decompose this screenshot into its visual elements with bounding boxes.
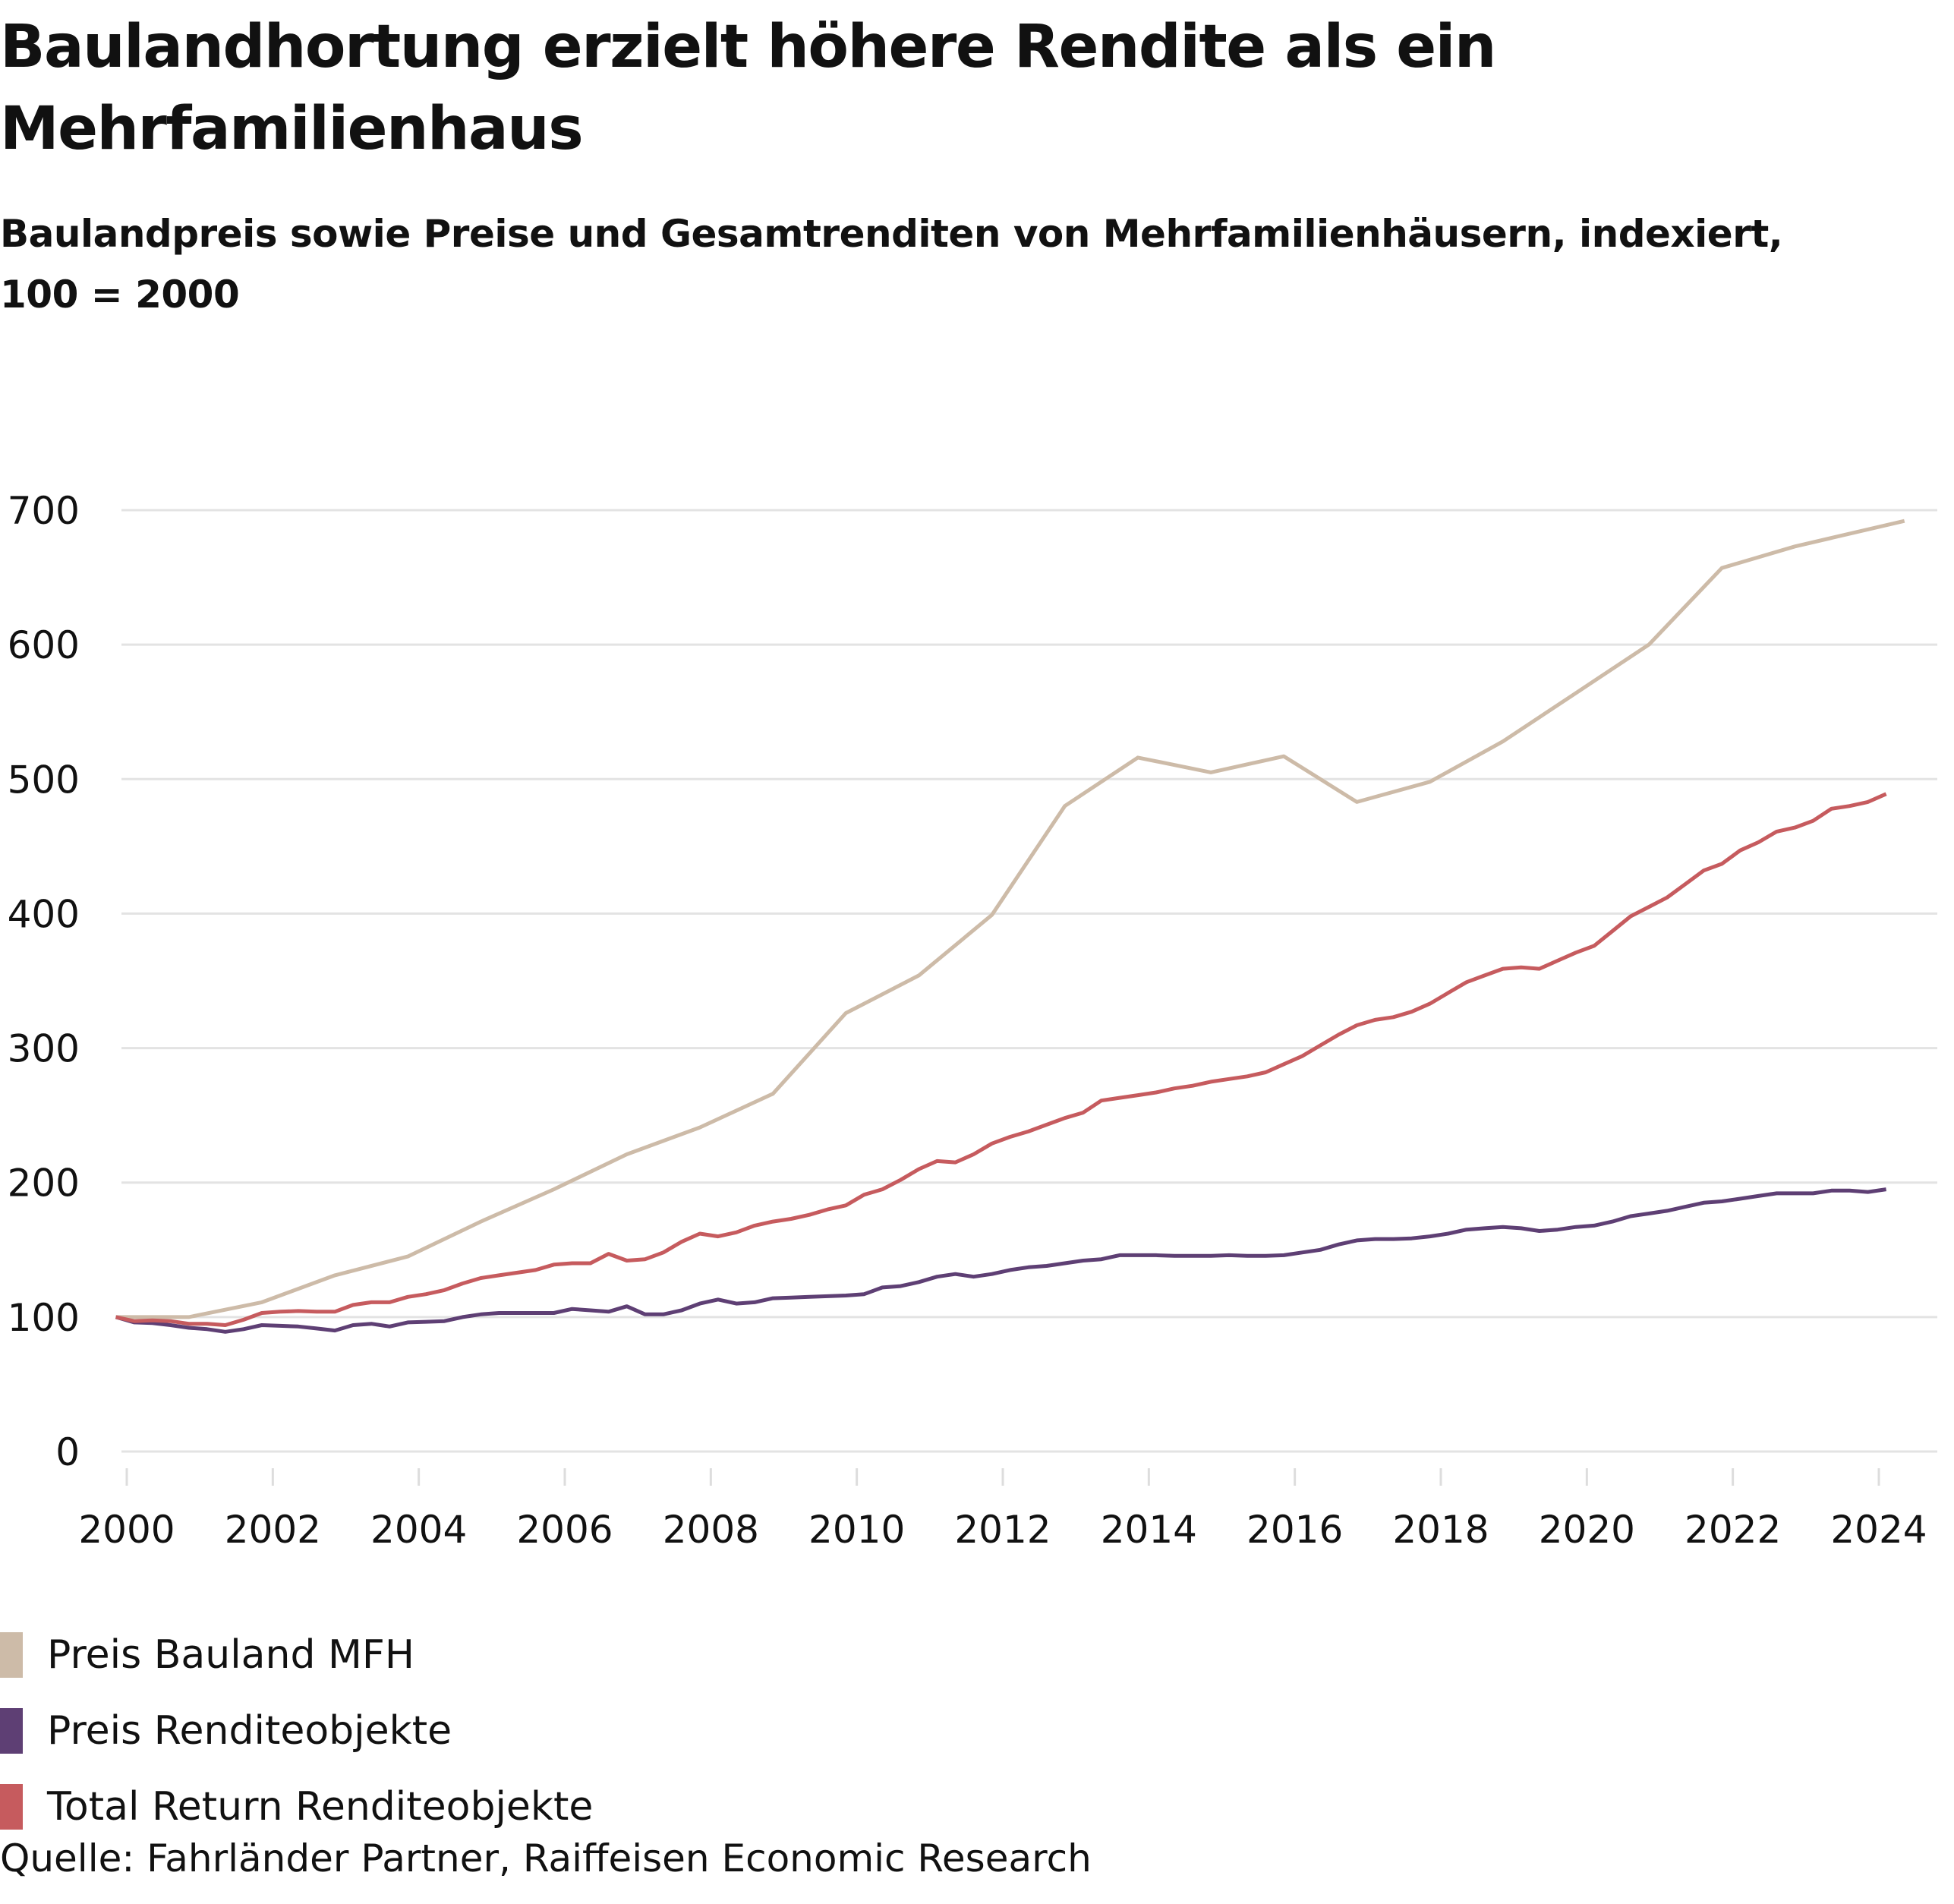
x-tick-label: 2002: [225, 1508, 321, 1552]
chart-title: Baulandhortung erzielt höhere Rendite al…: [0, 13, 1496, 163]
x-tick-label: 2010: [808, 1508, 905, 1552]
legend-label: Preis Bauland MFH: [47, 1632, 414, 1678]
x-axis: 2000 2002 2004 2006 2008 2010 2012 2014 2016 2018…: [78, 1468, 1927, 1552]
x-tick-label: 2006: [516, 1508, 613, 1552]
series-line-2: [115, 1187, 1886, 1334]
x-tick-label: 2000: [78, 1508, 175, 1552]
legend-item: Preis Bauland MFH: [0, 1617, 593, 1693]
legend-item: Preis Renditeobjekte: [0, 1693, 593, 1769]
y-tick-label: 700: [8, 489, 80, 533]
chart-subtitle: Baulandpreis sowie Preise und Gesamtrend…: [0, 212, 1783, 317]
legend-label: Total Return Renditeobjekte: [47, 1784, 594, 1830]
y-tick-label: 500: [8, 758, 80, 802]
x-tick-label: 2012: [954, 1508, 1051, 1552]
y-tick-label: 200: [8, 1162, 80, 1206]
x-tick-label: 2020: [1539, 1508, 1635, 1552]
x-tick-label: 2024: [1830, 1508, 1927, 1552]
legend-label: Preis Renditeobjekte: [47, 1708, 452, 1754]
y-tick-label: 400: [8, 892, 80, 936]
x-tick-label: 2014: [1101, 1508, 1197, 1552]
y-tick-label: 300: [8, 1027, 80, 1071]
gridlines: [121, 509, 1937, 1453]
legend-swatch: [0, 1708, 23, 1754]
legend-item: Total Return Renditeobjekte: [0, 1769, 593, 1845]
y-axis: 0 100 200 300 400 500 600 700: [8, 489, 80, 1474]
legend: Preis Bauland MFH Preis Renditeobjekte Tot…: [0, 1617, 593, 1845]
legend-swatch: [0, 1784, 23, 1830]
x-tick-label: 2016: [1246, 1508, 1343, 1552]
y-tick-label: 600: [8, 623, 80, 667]
source-note: Quelle: Fahrländer Partner, Raiffeisen E…: [0, 1836, 1092, 1880]
series-lines: [115, 519, 1905, 1334]
legend-swatch: [0, 1632, 23, 1678]
x-tick-label: 2004: [370, 1508, 467, 1552]
y-tick-label: 100: [8, 1296, 80, 1340]
series-line-1: [115, 519, 1905, 1319]
x-tick-label: 2008: [663, 1508, 759, 1552]
x-tick-label: 2018: [1392, 1508, 1489, 1552]
x-tick-label: 2022: [1685, 1508, 1781, 1552]
y-tick-label: 0: [55, 1430, 80, 1474]
series-line-3: [115, 792, 1887, 1327]
